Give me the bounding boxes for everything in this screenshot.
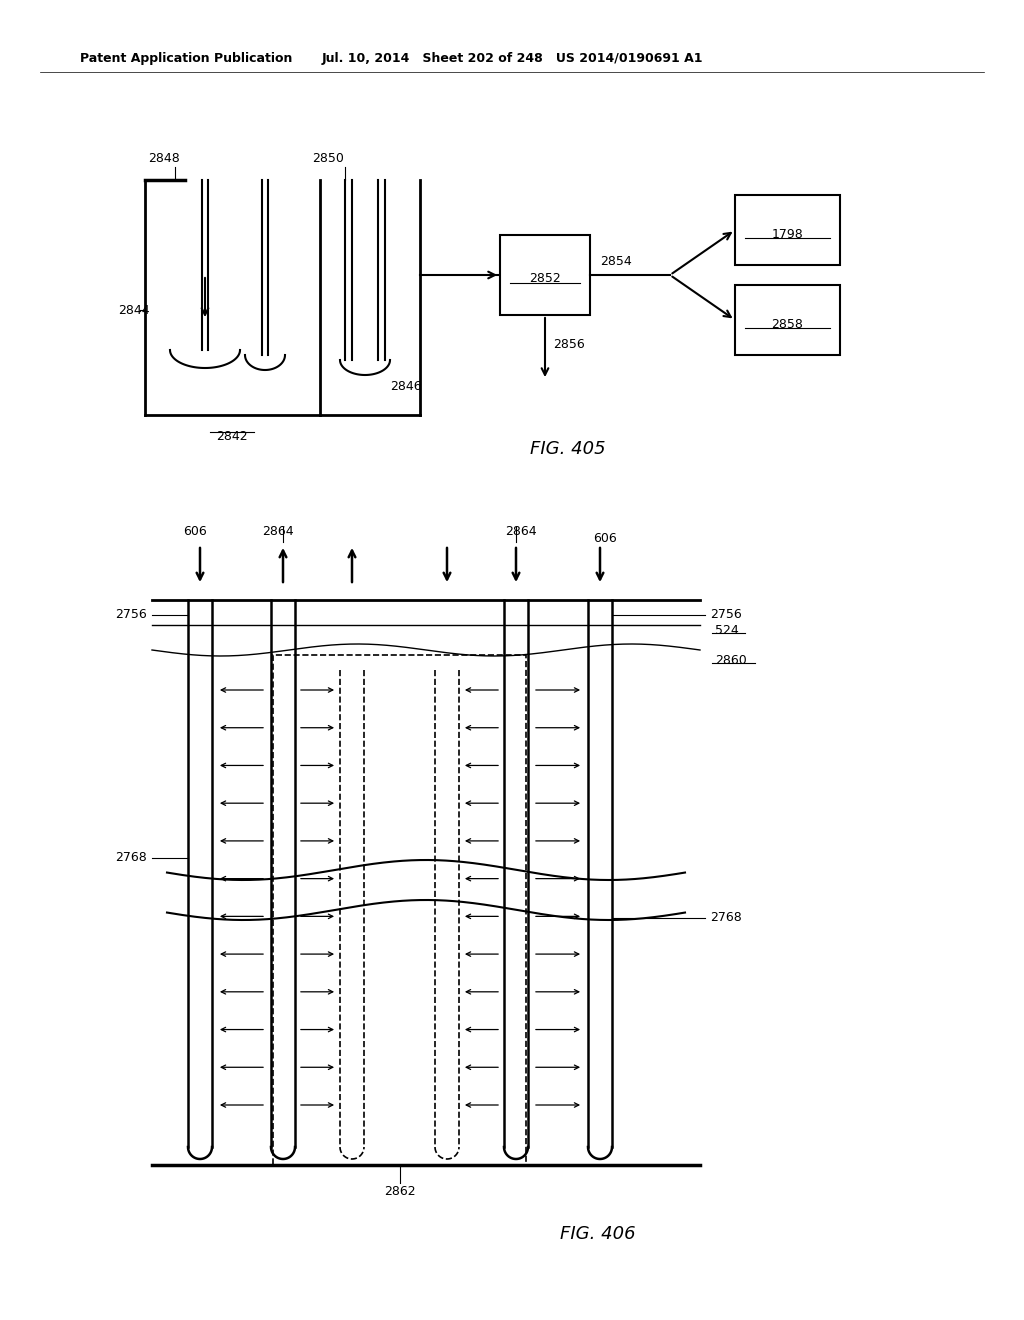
Bar xyxy=(735,195,840,265)
Bar xyxy=(273,655,526,1166)
Text: 2844: 2844 xyxy=(118,304,150,317)
Text: 606: 606 xyxy=(183,525,207,539)
Text: FIG. 406: FIG. 406 xyxy=(560,1225,636,1243)
Bar xyxy=(735,285,840,355)
Text: 2850: 2850 xyxy=(312,152,344,165)
Text: 2858: 2858 xyxy=(771,318,804,330)
Text: 2756: 2756 xyxy=(116,609,147,622)
Text: 2846: 2846 xyxy=(390,380,422,393)
Text: 2768: 2768 xyxy=(710,911,741,924)
Text: 2856: 2856 xyxy=(553,338,585,351)
Text: 2860: 2860 xyxy=(715,653,746,667)
Text: 2862: 2862 xyxy=(384,1185,416,1199)
Bar xyxy=(500,235,590,315)
Text: 2848: 2848 xyxy=(148,152,180,165)
Text: 2864: 2864 xyxy=(505,525,537,539)
Text: FIG. 405: FIG. 405 xyxy=(530,440,605,458)
Text: 2864: 2864 xyxy=(262,525,294,539)
Text: 1798: 1798 xyxy=(772,227,804,240)
Text: 2854: 2854 xyxy=(600,255,632,268)
Text: Patent Application Publication: Patent Application Publication xyxy=(80,51,293,65)
Text: 2756: 2756 xyxy=(710,609,741,622)
Text: 2842: 2842 xyxy=(216,430,248,444)
Text: 606: 606 xyxy=(593,532,616,545)
Text: 524: 524 xyxy=(715,623,738,636)
Text: 2852: 2852 xyxy=(529,272,561,285)
Text: 2768: 2768 xyxy=(116,851,147,865)
Text: Jul. 10, 2014   Sheet 202 of 248   US 2014/0190691 A1: Jul. 10, 2014 Sheet 202 of 248 US 2014/0… xyxy=(322,51,702,65)
